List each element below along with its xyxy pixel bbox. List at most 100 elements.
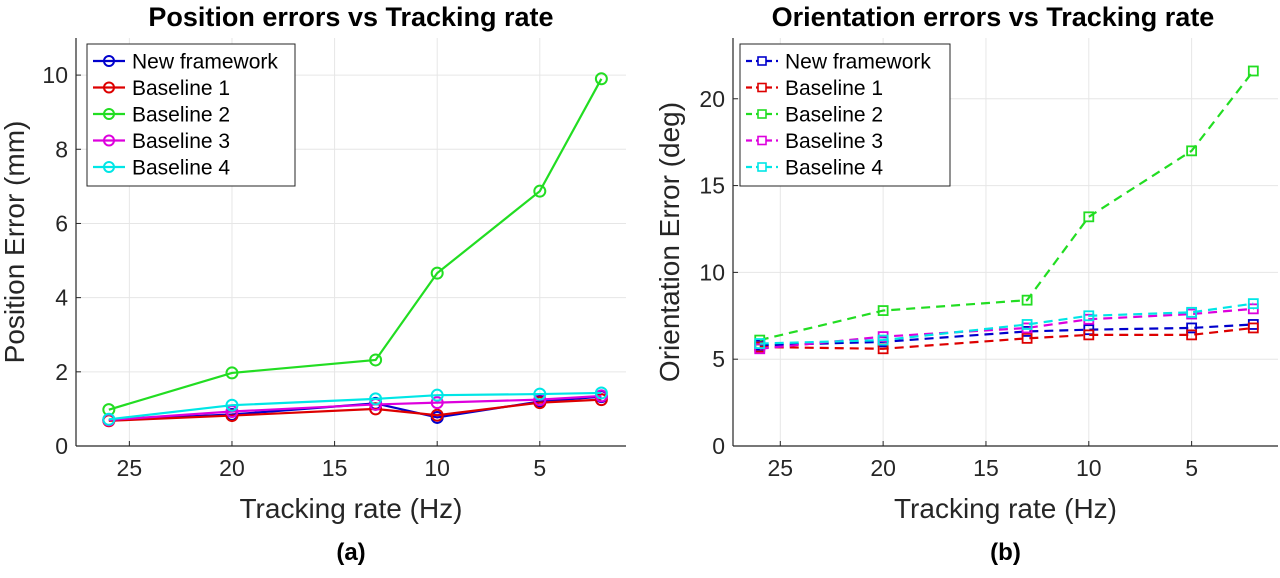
x-axis-label: Tracking rate (Hz) xyxy=(894,493,1117,524)
series-line xyxy=(108,78,603,411)
data-point xyxy=(1186,329,1198,341)
series-baseline-2 xyxy=(754,65,1259,346)
data-point xyxy=(1083,329,1095,341)
series-line xyxy=(108,398,602,422)
data-point xyxy=(1247,65,1259,77)
legend-label: Baseline 4 xyxy=(132,157,230,180)
legend-swatch-marker xyxy=(757,135,767,146)
x-tick-label: 20 xyxy=(870,455,896,481)
legend-swatch-marker xyxy=(103,134,115,147)
legend-label: Baseline 2 xyxy=(132,104,230,127)
y-tick-label: 10 xyxy=(42,62,68,88)
legend-entry-new-framework: New framework xyxy=(93,51,278,74)
data-point xyxy=(102,412,116,426)
data-point xyxy=(369,353,383,367)
series-line xyxy=(108,394,602,422)
data-point xyxy=(1186,145,1198,157)
series-baseline-4 xyxy=(754,298,1259,349)
data-point xyxy=(594,72,608,86)
legend-entry-baseline-4: Baseline 4 xyxy=(93,157,230,180)
legend-entry-new-framework: New framework xyxy=(746,51,931,74)
series-line xyxy=(759,326,1254,350)
data-point xyxy=(1247,298,1259,310)
x-tick-label: 20 xyxy=(219,455,245,481)
series-line xyxy=(759,70,1255,342)
data-point xyxy=(430,266,444,280)
chart-title: Orientation errors vs Tracking rate xyxy=(772,2,1215,32)
legend-box xyxy=(739,43,951,187)
series-line xyxy=(108,391,602,421)
y-tick-label: 20 xyxy=(699,86,725,112)
y-tick-label: 0 xyxy=(712,433,725,459)
x-tick-label: 10 xyxy=(1076,455,1102,481)
legend-swatch-marker xyxy=(103,161,115,173)
data-point xyxy=(369,392,383,406)
legend-swatch-marker xyxy=(103,55,115,67)
legend-label: Baseline 2 xyxy=(785,104,883,127)
figure-caption: (b) xyxy=(990,539,1021,566)
legend-swatch-marker xyxy=(103,81,115,94)
y-tick-label: 6 xyxy=(55,210,68,236)
legend-entry-baseline-2: Baseline 2 xyxy=(93,104,230,127)
legend-label: Baseline 4 xyxy=(785,157,883,180)
series-baseline-2 xyxy=(102,72,608,417)
data-point xyxy=(1247,322,1259,334)
legend-entry-baseline-3: Baseline 3 xyxy=(93,130,230,153)
legend-label: New framework xyxy=(132,51,278,74)
data-point xyxy=(1186,306,1198,318)
data-point xyxy=(1083,211,1095,223)
series-baseline-1 xyxy=(754,322,1259,355)
x-tick-label: 10 xyxy=(424,455,450,481)
legend-label: Baseline 3 xyxy=(132,130,230,153)
y-tick-label: 2 xyxy=(55,359,68,385)
y-tick-label: 0 xyxy=(55,433,68,459)
legend-swatch-marker xyxy=(103,108,115,120)
legend-entry-baseline-2: Baseline 2 xyxy=(746,104,883,127)
data-point xyxy=(225,398,239,412)
x-tick-label: 5 xyxy=(533,455,546,481)
data-point xyxy=(430,408,444,422)
legend-label: Baseline 1 xyxy=(132,77,230,100)
x-tick-label: 5 xyxy=(1185,455,1198,481)
y-tick-label: 5 xyxy=(712,346,725,372)
legend-swatch-marker xyxy=(757,109,767,119)
legend: New framework Baseline 1 Baseline 2 Baselin… xyxy=(86,43,296,187)
data-point xyxy=(754,338,766,349)
data-point xyxy=(1021,294,1033,306)
legend-label: Baseline 1 xyxy=(785,77,883,100)
data-point xyxy=(533,387,547,401)
data-point xyxy=(430,396,444,410)
data-point xyxy=(877,334,889,346)
legend-entry-baseline-1: Baseline 1 xyxy=(93,77,230,100)
legend-entry-baseline-1: Baseline 1 xyxy=(746,77,883,100)
chart-position-errors: 25 20 15 10 5 0 2 4 6 8 10 Position errors vs Track… xyxy=(0,2,626,566)
data-point xyxy=(594,393,608,407)
y-tick-label: 10 xyxy=(699,259,725,285)
data-point xyxy=(430,388,444,402)
legend-swatch-marker xyxy=(757,56,767,66)
data-point xyxy=(1083,310,1095,322)
x-tick-label: 15 xyxy=(322,455,348,481)
x-tick-label: 25 xyxy=(768,455,794,481)
legend: New framework Baseline 1 Baseline 2 Baselin… xyxy=(739,43,951,187)
legend-swatch-marker xyxy=(757,82,767,93)
data-point xyxy=(594,386,608,400)
series-baseline-4 xyxy=(102,386,608,426)
x-axis-label: Tracking rate (Hz) xyxy=(239,493,462,524)
legend-label: New framework xyxy=(785,51,931,74)
legend-entry-baseline-4: Baseline 4 xyxy=(746,157,883,180)
data-point xyxy=(1021,332,1033,344)
chart-orientation-errors: 25 20 15 10 5 0 5 10 15 20 Orientation errors vs T… xyxy=(654,2,1278,566)
y-tick-label: 15 xyxy=(699,173,725,199)
gridlines xyxy=(76,38,626,447)
data-point xyxy=(533,184,547,198)
x-tick-label: 25 xyxy=(117,455,143,481)
y-axis-label: Orientation Error (deg) xyxy=(654,102,685,382)
legend-swatch-marker xyxy=(757,162,767,172)
data-point xyxy=(225,366,239,380)
data-point xyxy=(1021,319,1033,330)
series-line xyxy=(759,323,1254,347)
data-point xyxy=(877,305,889,316)
x-tick-label: 15 xyxy=(973,455,999,481)
series-line xyxy=(759,302,1254,345)
